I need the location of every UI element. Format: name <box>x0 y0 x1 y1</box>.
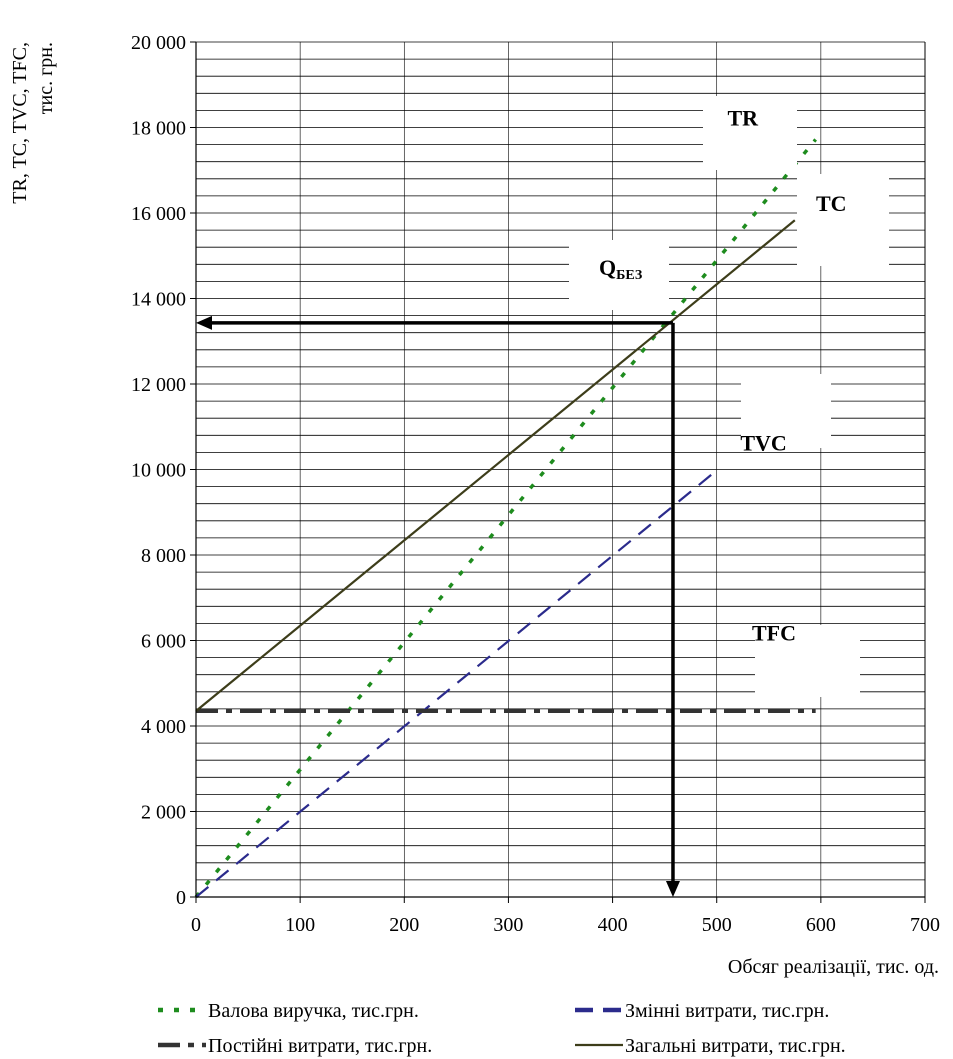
series-lines <box>194 138 818 899</box>
breakeven-label: QБЕЗ <box>599 255 642 283</box>
grid <box>196 41 925 898</box>
x-tick-label: 0 <box>191 914 201 936</box>
y-tick-label: 14 000 <box>131 289 186 311</box>
breakeven-label-sub: БЕЗ <box>616 268 642 283</box>
annotation-box-tc <box>797 174 889 266</box>
x-tick-label: 500 <box>702 914 732 936</box>
x-tick-label: 300 <box>493 914 523 936</box>
y-tick-label: 18 000 <box>131 118 186 140</box>
annotation-box-tr <box>703 96 797 170</box>
x-tick-label: 700 <box>910 914 940 936</box>
y-axis-title-line1: TR, TC, TVC, TFC, <box>9 42 31 204</box>
x-axis-ticks: 0 100 200 300 400 500 600 700 <box>191 897 940 936</box>
y-tick-label: 8 000 <box>141 545 186 567</box>
y-tick-label: 0 <box>176 887 186 909</box>
annotation-box-q <box>569 240 669 310</box>
breakeven-vertical-arrowhead <box>665 881 680 897</box>
breakeven-arrows <box>196 315 680 897</box>
axes <box>195 42 926 898</box>
y-axis-ticks: 0 2 000 4 000 6 000 8 000 10 000 12 000 14 000 1… <box>131 32 196 909</box>
y-tick-label: 10 000 <box>131 460 186 482</box>
y-tick-label: 2 000 <box>141 802 186 824</box>
y-tick-label: 6 000 <box>141 631 186 653</box>
x-tick-label: 200 <box>389 914 419 936</box>
breakeven-label-main: Q <box>599 255 616 280</box>
annotation-tr: TR <box>727 105 759 130</box>
legend: Валова виручка, тис.грн. Змінні витрати, … <box>158 1000 846 1057</box>
annotations: TR TC TVC TFC <box>727 105 846 645</box>
breakeven-horizontal-arrowhead <box>196 315 212 330</box>
legend-label-tvc: Змінні витрати, тис.грн. <box>625 1000 829 1022</box>
x-axis-title: Обсяг реалізації, тис. од. <box>728 956 939 978</box>
series-line-tc <box>195 219 796 712</box>
legend-label-tfc: Постійні витрати, тис.грн. <box>208 1035 432 1057</box>
x-tick-label: 400 <box>598 914 628 936</box>
y-tick-label: 4 000 <box>141 716 186 738</box>
y-tick-label: 20 000 <box>131 32 186 54</box>
annotation-tc: TC <box>816 191 847 216</box>
x-tick-label: 600 <box>806 914 836 936</box>
annotation-tvc: TVC <box>740 430 786 455</box>
x-tick-label: 100 <box>285 914 315 936</box>
y-axis-title-line2: тис. грн. <box>35 42 57 114</box>
annotation-boxes <box>569 96 889 697</box>
y-tick-label: 12 000 <box>131 374 186 396</box>
legend-label-tc: Загальні витрати, тис.грн. <box>625 1035 846 1057</box>
legend-label-tr: Валова виручка, тис.грн. <box>208 1000 419 1022</box>
annotation-tfc: TFC <box>752 621 796 646</box>
series-line-tvc <box>195 469 718 898</box>
annotation-box-tvc <box>741 374 831 448</box>
y-tick-label: 16 000 <box>131 203 186 225</box>
annotation-box-tfc <box>755 625 860 697</box>
series-line-tr <box>194 138 818 899</box>
